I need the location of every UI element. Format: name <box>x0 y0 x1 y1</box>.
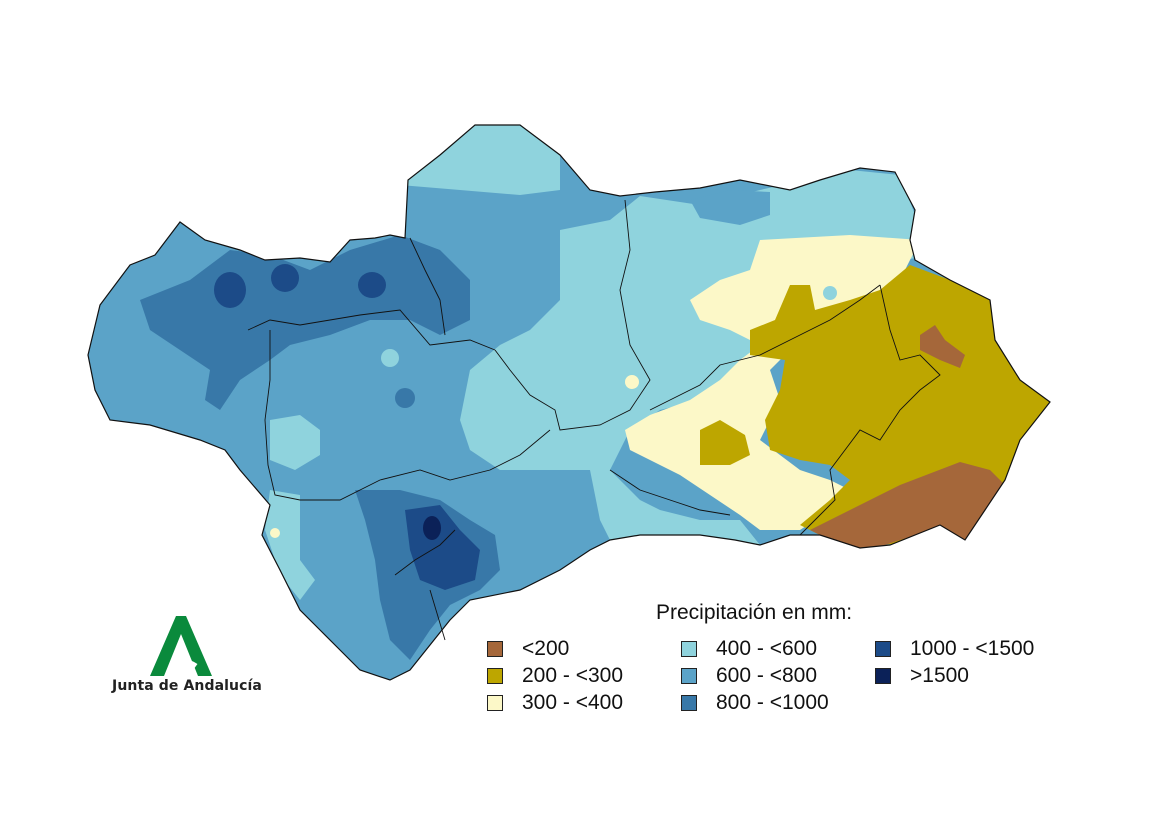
legend-item-400-600: 400 - <600 <box>681 637 817 661</box>
legend-swatch <box>681 668 697 684</box>
legend-label: 800 - <1000 <box>716 691 829 714</box>
legend-item-600-800: 600 - <800 <box>681 664 817 688</box>
legend-swatch <box>681 695 697 711</box>
border-cadiz-malaga <box>394 529 456 576</box>
legend-item-lt200: <200 <box>487 637 569 661</box>
legend-swatch <box>487 668 503 684</box>
zone-600-800-east-top <box>690 190 770 225</box>
border-granada-almeria <box>799 284 941 536</box>
legend-label: 200 - <300 <box>522 664 624 687</box>
zone-400-600-cadiz <box>265 490 315 600</box>
border-malaga-south <box>429 589 446 641</box>
legend-label: >1500 <box>910 664 969 687</box>
zone-1000-1500-a <box>214 272 246 308</box>
legend-swatch <box>487 695 503 711</box>
legend-item-300-400: 300 - <400 <box>487 691 623 715</box>
legend-swatch <box>487 641 503 657</box>
legend-swatch <box>875 668 891 684</box>
legend-item-800-1000: 800 - <1000 <box>681 691 829 715</box>
legend-item-gt1500: >1500 <box>875 664 969 688</box>
legend-item-1000-1500: 1000 - <1500 <box>875 637 1034 661</box>
legend-label: 400 - <600 <box>716 637 818 660</box>
border-cordoba-jaen-granada <box>494 199 651 431</box>
zone-400-600-patch <box>270 415 320 470</box>
zone-800-1000-dot <box>395 388 415 408</box>
zone-400-600-dot-east <box>823 286 837 300</box>
province-borders <box>247 199 941 641</box>
zone-300-400-dot <box>625 375 639 389</box>
zone-400-600-north-jaen <box>400 125 560 195</box>
zone-gt1500 <box>423 516 441 540</box>
legend-item-200-300: 200 - <300 <box>487 664 623 688</box>
zone-lt200-coast <box>810 462 1010 550</box>
border-sevilla-cadiz-malaga <box>264 330 551 501</box>
legend-swatch <box>681 641 697 657</box>
legend-swatch <box>875 641 891 657</box>
zone-1000-1500-b <box>271 264 299 292</box>
zone-1000-1500-c <box>358 272 386 298</box>
zone-lt200-patch <box>920 325 965 368</box>
legend-label: <200 <box>522 637 570 660</box>
zone-200-300-patch <box>700 420 750 465</box>
legend-title: Precipitación en mm: <box>656 601 853 624</box>
legend-label: 600 - <800 <box>716 664 818 687</box>
border-jaen-granada <box>649 284 881 411</box>
border-malaga-granada <box>609 469 731 516</box>
zone-300-400-dot-cadiz <box>270 528 280 538</box>
logo-text: Junta de Andalucía <box>112 678 262 694</box>
legend-label: 1000 - <1500 <box>910 637 1035 660</box>
legend-label: 300 - <400 <box>522 691 624 714</box>
junta-logo-icon <box>150 616 212 676</box>
logo: Junta de Andalucía <box>112 612 262 694</box>
zone-400-600-dot <box>381 349 399 367</box>
border-cordoba-west <box>409 237 446 336</box>
border-huelva-sevilla-cordoba <box>247 309 496 351</box>
